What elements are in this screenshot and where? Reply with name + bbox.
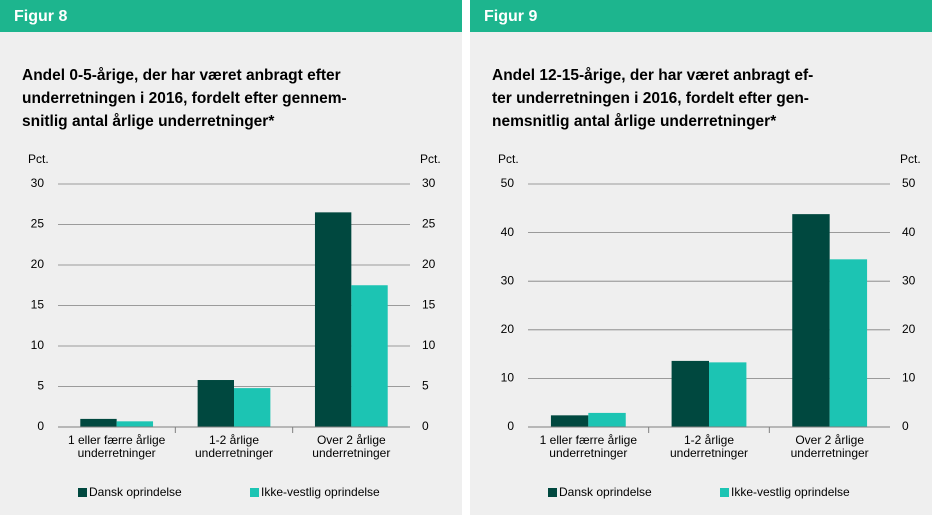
y-tick-label: 5 xyxy=(37,379,44,393)
x-tick-label: underretninger xyxy=(195,446,273,460)
bar xyxy=(829,259,868,427)
y-tick-label: 10 xyxy=(501,371,515,385)
y2-tick-label: 25 xyxy=(422,217,436,231)
bar xyxy=(709,362,747,427)
x-tick-label: underretninger xyxy=(549,446,627,460)
x-tick-label: Over 2 årlige xyxy=(317,433,386,447)
y2-tick-label: 10 xyxy=(422,338,436,352)
bar xyxy=(234,388,271,427)
y-tick-label: 40 xyxy=(501,225,515,239)
x-tick-label: underretninger xyxy=(791,446,869,460)
y2-tick-label: 30 xyxy=(902,273,916,287)
x-tick-label: underretninger xyxy=(78,446,156,460)
legend-label: Dansk oprindelse xyxy=(559,485,652,499)
y-axis-label: Pct. xyxy=(498,152,519,166)
y2-tick-label: 50 xyxy=(902,176,916,190)
legend-swatch xyxy=(250,488,259,497)
bar xyxy=(314,212,352,427)
chart-title: snitlig antal årlige underretninger* xyxy=(22,113,275,130)
y2-tick-label: 20 xyxy=(902,322,916,336)
x-tick-label: 1 eller færre årlige xyxy=(68,433,166,447)
y-tick-label: 20 xyxy=(501,322,515,336)
y2-axis-label: Pct. xyxy=(900,152,921,166)
chart-title: ter underretningen i 2016, fordelt efter… xyxy=(492,90,809,107)
y-axis-label: Pct. xyxy=(28,152,49,166)
chart-title: underretningen i 2016, fordelt efter gen… xyxy=(22,90,347,107)
legend-swatch xyxy=(78,488,87,497)
bar xyxy=(351,285,388,427)
legend-label: Dansk oprindelse xyxy=(89,485,182,499)
x-tick-label: 1-2 årlige xyxy=(209,433,259,447)
panel-header xyxy=(0,0,462,32)
y2-tick-label: 30 xyxy=(422,176,436,190)
bar xyxy=(671,360,709,427)
x-tick-label: 1-2 årlige xyxy=(684,433,734,447)
panel-header xyxy=(470,0,932,32)
figure-label: Figur 9 xyxy=(484,8,537,25)
y2-tick-label: 20 xyxy=(422,257,436,271)
figure-label: Figur 8 xyxy=(14,8,67,25)
y-tick-label: 0 xyxy=(37,419,44,433)
legend-swatch xyxy=(720,488,729,497)
y-tick-label: 25 xyxy=(31,217,45,231)
chart-title: Andel 0-5-årige, der har været anbragt e… xyxy=(22,67,341,84)
y2-tick-label: 0 xyxy=(422,419,429,433)
y-tick-label: 50 xyxy=(501,176,515,190)
y-tick-label: 30 xyxy=(501,273,515,287)
bar xyxy=(588,412,626,427)
y2-tick-label: 40 xyxy=(902,225,916,239)
y-tick-label: 15 xyxy=(31,298,45,312)
bar xyxy=(792,214,830,427)
chart-title: nemsnitlig antal årlige underretninger* xyxy=(492,113,777,130)
bar xyxy=(197,380,234,427)
y2-tick-label: 15 xyxy=(422,298,436,312)
chart-title: Andel 12-15-årige, der har været anbragt… xyxy=(492,67,813,84)
x-tick-label: underretninger xyxy=(312,446,390,460)
panel-background xyxy=(470,0,932,515)
panel-background xyxy=(0,0,462,515)
legend-label: Ikke-vestlig oprindelse xyxy=(731,485,850,499)
y-tick-label: 30 xyxy=(31,176,45,190)
legend-label: Ikke-vestlig oprindelse xyxy=(261,485,380,499)
x-tick-label: 1 eller færre årlige xyxy=(540,433,638,447)
y2-tick-label: 0 xyxy=(902,419,909,433)
y-tick-label: 10 xyxy=(31,338,45,352)
bar xyxy=(550,415,589,427)
bar xyxy=(116,421,154,427)
legend-swatch xyxy=(548,488,557,497)
y2-tick-label: 5 xyxy=(422,379,429,393)
y2-axis-label: Pct. xyxy=(420,152,441,166)
y-tick-label: 20 xyxy=(31,257,45,271)
y2-tick-label: 10 xyxy=(902,371,916,385)
y-tick-label: 0 xyxy=(507,419,514,433)
x-tick-label: underretninger xyxy=(670,446,748,460)
x-tick-label: Over 2 årlige xyxy=(795,433,864,447)
bar xyxy=(80,418,117,427)
